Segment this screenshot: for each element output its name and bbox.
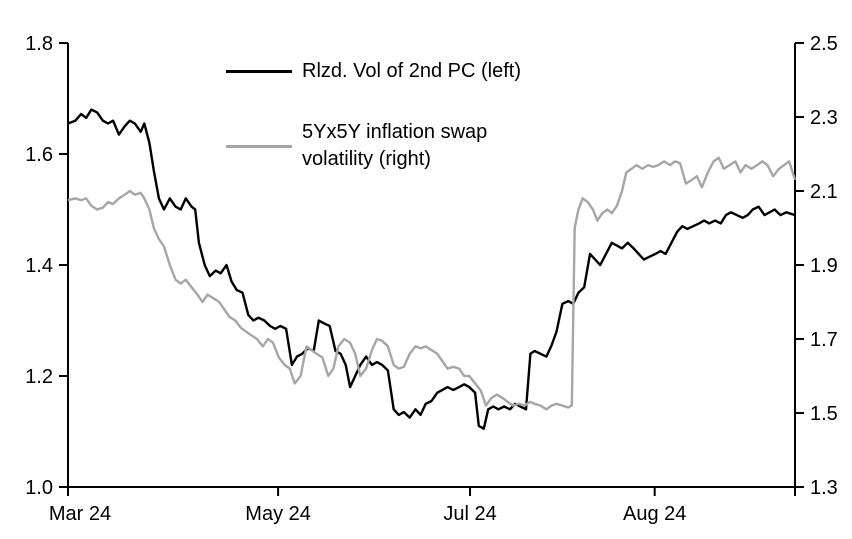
legend-line-swatch-black [226, 70, 292, 73]
x-axis-tick-label: Mar 24 [49, 503, 111, 525]
legend-label-series2-line2: volatility (right) [302, 148, 431, 170]
right-axis-tick-label: 2.1 [810, 181, 838, 203]
x-axis-tick-label: Aug 24 [623, 503, 686, 525]
x-axis-tick-label: Jul 24 [443, 503, 496, 525]
legend-line-swatch-gray [226, 144, 292, 148]
left-axis-tick-label: 1.4 [25, 255, 53, 277]
series-line-1 [67, 108, 796, 430]
right-axis-tick-label: 2.5 [810, 33, 838, 55]
chart-legend: Rlzd. Vol of 2nd PC (left) 5Yx5Y inflati… [226, 58, 521, 173]
left-axis-tick-label: 1.6 [25, 144, 53, 166]
legend-label-series2: 5Yx5Y inflation swap volatility (right) [302, 119, 487, 173]
right-axis-tick-label: 2.3 [810, 107, 838, 129]
left-axis-tick-label: 1.2 [25, 366, 53, 388]
right-axis-tick-label: 1.9 [810, 255, 838, 277]
right-axis-tick-label: 1.3 [810, 477, 838, 499]
legend-item-series2: 5Yx5Y inflation swap volatility (right) [226, 119, 521, 173]
series-line-2 [67, 156, 797, 411]
legend-label-series2-line1: 5Yx5Y inflation swap [302, 121, 488, 143]
right-axis-tick-label: 1.7 [810, 329, 838, 351]
left-axis-tick-label: 1.8 [25, 33, 53, 55]
right-axis-tick-label: 1.5 [810, 403, 838, 425]
data-series [67, 108, 797, 430]
legend-item-series1: Rlzd. Vol of 2nd PC (left) [226, 58, 521, 85]
left-axis-tick-label: 1.0 [25, 477, 53, 499]
x-axis-tick-label: May 24 [245, 503, 311, 525]
axis-tick-labels: 1.0 1.2 1.4 1.6 1.8 1.3 1.5 1.7 1.9 2.1 2.3 2.5 Mar … [25, 33, 838, 525]
legend-label-series1: Rlzd. Vol of 2nd PC (left) [302, 60, 521, 82]
axis-ticks [59, 42, 804, 496]
